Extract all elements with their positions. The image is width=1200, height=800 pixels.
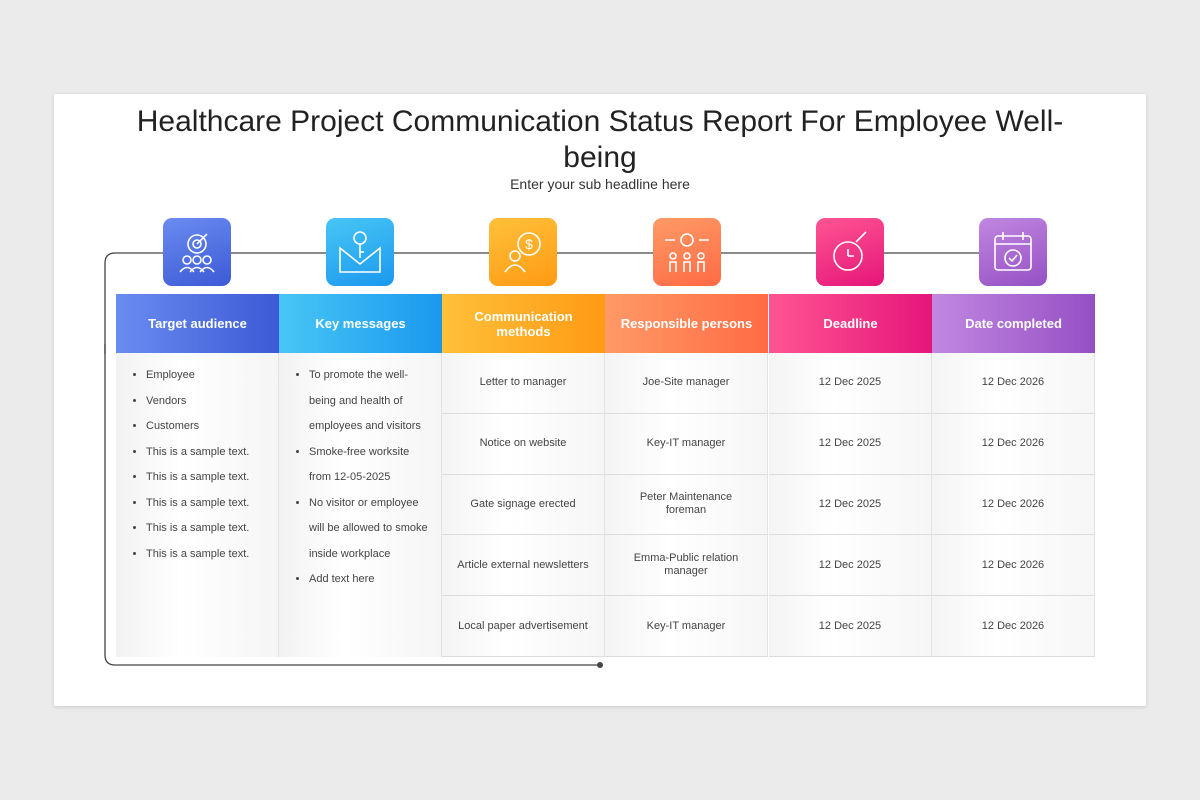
table-cell: Local paper advertisement [442,596,605,657]
list-item: Customers [146,414,268,440]
icon-glyph [179,233,215,273]
svg-text:$: $ [525,236,533,252]
bullet-list: To promote the well-being and health of … [279,353,441,593]
list-column: EmployeeVendorsCustomersThis is a sample… [116,353,279,657]
column-icon [653,218,721,286]
column-icon: $ [489,218,557,286]
table-cell: 12 Dec 2026 [932,596,1095,657]
column-header: Communication methods [442,294,605,353]
table-cell: Emma-Public relation manager [605,535,768,597]
icon-glyph [994,232,1032,271]
icon-glyph [339,231,381,273]
column-header: Key messages [279,294,442,353]
icon-glyph [665,233,709,272]
table-cell: 12 Dec 2026 [932,535,1095,597]
table-cell: 12 Dec 2026 [932,413,1095,475]
table-cell: Key-IT manager [605,413,768,475]
table-cell: 12 Dec 2025 [769,413,932,475]
list-item: Employee [146,363,268,389]
column-icon [326,218,394,286]
table-cell: Joe-Site manager [605,353,768,414]
subtitle: Enter your sub headline here [510,176,690,192]
list-item: Smoke-free worksite from 12-05-2025 [309,440,431,491]
column-header: Date completed [932,294,1095,353]
icon-glyph [833,231,867,271]
table-cell: Key-IT manager [605,596,768,657]
column-header: Responsible persons [605,294,768,353]
list-item: Add text here [309,567,431,593]
list-item: This is a sample text. [146,440,268,466]
table-cell: 12 Dec 2025 [769,353,932,414]
connector-lines [104,252,984,668]
table-cell: Gate signage erected [442,474,605,536]
table-cell: Notice on website [442,413,605,475]
column-header: Target audience [116,294,279,353]
column-icon [816,218,884,286]
icon-glyph: $ [504,232,541,273]
column-icon [163,218,231,286]
table-cell: 12 Dec 2025 [769,474,932,536]
table-cell: Article external newsletters [442,535,605,597]
table-cell: 12 Dec 2026 [932,353,1095,414]
list-item: No visitor or employee will be allowed t… [309,491,431,568]
table-cell: Letter to manager [442,353,605,414]
list-item: This is a sample text. [146,465,268,491]
bullet-list: EmployeeVendorsCustomersThis is a sample… [116,353,278,567]
table-cell: 12 Dec 2026 [932,474,1095,536]
table-cell: 12 Dec 2025 [769,596,932,657]
list-item: This is a sample text. [146,542,268,568]
column-icon [979,218,1047,286]
list-item: Vendors [146,389,268,415]
table-cell: Peter Maintenance foreman [605,474,768,536]
column-header: Deadline [769,294,932,353]
title: Healthcare Project Communication Status … [136,105,1064,174]
slide: Healthcare Project Communication Status … [54,94,1146,706]
list-item: This is a sample text. [146,491,268,517]
list-column: To promote the well-being and health of … [279,353,442,657]
list-item: This is a sample text. [146,516,268,542]
list-item: To promote the well-being and health of … [309,363,431,440]
table-cell: 12 Dec 2025 [769,535,932,597]
